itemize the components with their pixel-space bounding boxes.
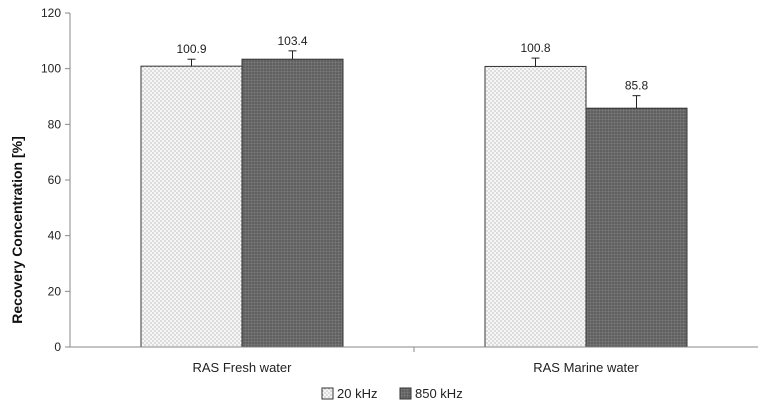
data-label: 100.8 xyxy=(520,41,550,55)
legend: 20 kHz 850 kHz xyxy=(321,386,463,401)
bar-20khz xyxy=(140,65,243,348)
y-tick-label: 120 xyxy=(41,6,61,20)
data-label: 103.4 xyxy=(277,34,307,48)
legend-label: 850 kHz xyxy=(415,386,463,401)
data-label: 100.9 xyxy=(176,42,206,56)
legend-swatch xyxy=(321,387,334,400)
y-tick-label: 60 xyxy=(48,173,62,187)
y-tick-label: 40 xyxy=(48,229,62,243)
bar-850khz xyxy=(585,107,688,348)
y-tick-label: 20 xyxy=(48,284,62,298)
bars-group: 100.9 103.4 100.8 85.8 xyxy=(140,34,688,348)
y-tick-label: 100 xyxy=(41,62,61,76)
bar-850khz xyxy=(241,58,344,348)
bar-20khz xyxy=(484,65,587,348)
y-axis-ticks: 0 20 40 60 80 100 120 xyxy=(41,6,70,354)
y-tick-label: 80 xyxy=(48,117,62,131)
legend-label: 20 kHz xyxy=(337,386,377,401)
x-tick-label: RAS Marine water xyxy=(533,360,639,375)
x-tick-label: RAS Fresh water xyxy=(193,360,293,375)
category-labels: RAS Fresh water RAS Marine water xyxy=(193,347,639,375)
y-axis-label: Recovery Concentration [%] xyxy=(9,136,25,323)
y-tick-label: 0 xyxy=(54,340,61,354)
legend-swatch xyxy=(399,387,412,400)
data-label: 85.8 xyxy=(625,79,649,93)
